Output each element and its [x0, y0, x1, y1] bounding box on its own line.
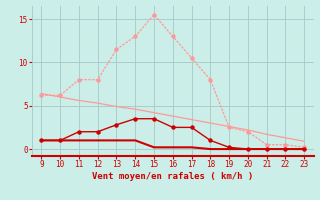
X-axis label: Vent moyen/en rafales ( km/h ): Vent moyen/en rafales ( km/h ): [92, 172, 253, 181]
